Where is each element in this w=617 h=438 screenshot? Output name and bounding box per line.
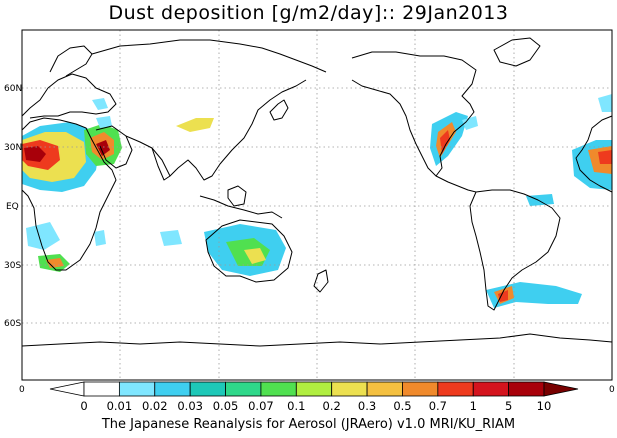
colorbar: 0 0.01 0.02 0.03 0.05 0.07 0.1 0.2 0.3 0.5 0.7 1 5 10 <box>49 381 579 413</box>
coast-india <box>151 147 171 181</box>
coast-borneo <box>227 185 247 207</box>
dust-patch-south-africa-core <box>46 258 64 268</box>
colorbar-label: 0.07 <box>248 399 274 413</box>
colorbar-arrow-low <box>49 381 85 397</box>
coast-asia-south <box>125 79 307 181</box>
dust-patch-middle-east-small <box>96 116 112 128</box>
coast-central-america <box>435 175 477 193</box>
coast-south-america <box>469 189 561 311</box>
dust-patch-patagonia-peak <box>498 290 508 302</box>
colorbar-swatch <box>508 381 545 397</box>
dust-patch-australia-hot <box>244 248 266 264</box>
dust-patch-atlantic-n <box>462 116 478 130</box>
colorbar-swatch <box>295 381 333 397</box>
coast-greenland <box>493 37 541 67</box>
dust-patch-indian-ocean <box>160 230 182 246</box>
coast-new-zealand <box>313 269 329 293</box>
dust-patch-central-asia <box>176 118 214 132</box>
colorbar-label: 0.1 <box>287 399 305 413</box>
lat-label-30n: 30N <box>4 143 22 153</box>
colorbar-label: 5 <box>505 399 512 413</box>
map-frame <box>21 29 613 381</box>
colorbar-label: 0.05 <box>213 399 239 413</box>
colorbar-label: 0.2 <box>323 399 341 413</box>
coast-europe <box>21 73 117 119</box>
colorbar-swatch <box>189 381 226 397</box>
lat-labels: 60N 30N EQ 30S 60S <box>4 84 22 329</box>
colorbar-swatch <box>437 381 474 397</box>
colorbar-label: 10 <box>537 399 552 413</box>
colorbar-swatch <box>154 381 191 397</box>
graticule <box>22 30 612 380</box>
map-title: Dust deposition [g/m2/day]:: 29Jan2013 <box>108 2 509 24</box>
colorbar-swatch <box>225 381 262 397</box>
coast-arabia <box>95 125 133 169</box>
dust-patch-south-atlantic <box>26 222 60 250</box>
colorbar-label: 1 <box>470 399 477 413</box>
lat-label-60s: 60S <box>4 319 21 329</box>
colorbar-swatch <box>472 381 510 397</box>
lat-label-eq: EQ <box>6 202 19 212</box>
dust-patch-sahara-peak <box>24 146 46 162</box>
dust-patch-na-east-peak <box>440 130 450 154</box>
coast-north-america <box>351 51 477 177</box>
coastlines <box>21 37 613 347</box>
colorbar-label: 0.03 <box>177 399 203 413</box>
colorbar-label: 0.7 <box>429 399 447 413</box>
coast-japan <box>269 99 289 121</box>
coast-africa <box>21 117 117 271</box>
colorbar-swatch <box>118 381 156 397</box>
coast-africa-east-edge <box>575 115 613 193</box>
coast-asia-north <box>91 39 327 73</box>
lat-label-60n: 60N <box>4 84 22 94</box>
lon-label-right: 0 <box>609 385 615 395</box>
dust-patch-europe-edge <box>598 94 612 112</box>
map-footer: The Japanese Reanalysis for Aerosol (JRA… <box>101 417 516 432</box>
colorbar-arrow-high <box>543 381 579 397</box>
dust-patch-mozambique <box>94 230 106 246</box>
dust-patch-sahara-east-peak <box>598 150 612 164</box>
coast-australia <box>205 219 293 283</box>
colorbar-swatch <box>366 381 403 397</box>
coast-antarctica <box>21 333 613 347</box>
colorbar-swatch <box>402 381 439 397</box>
colorbar-label: 0.02 <box>142 399 168 413</box>
dust-patch-caspian <box>92 98 108 110</box>
lon-label-left: 0 <box>19 385 25 395</box>
dust-patch-south-america-n <box>526 194 554 206</box>
lat-label-30s: 30S <box>4 261 21 271</box>
colorbar-label: 0.3 <box>358 399 376 413</box>
colorbar-label: 0.5 <box>393 399 411 413</box>
colorbar-label: 0.01 <box>107 399 133 413</box>
coast-maritime-asia <box>199 195 283 219</box>
colorbar-label: 0 <box>80 399 87 413</box>
colorbar-swatch <box>83 381 120 397</box>
dust-layer <box>22 94 612 308</box>
dust-patch-arabia-peak <box>96 140 110 156</box>
coast-scandinavia <box>49 45 93 77</box>
colorbar-swatch <box>331 381 368 397</box>
colorbar-swatch <box>260 381 297 397</box>
